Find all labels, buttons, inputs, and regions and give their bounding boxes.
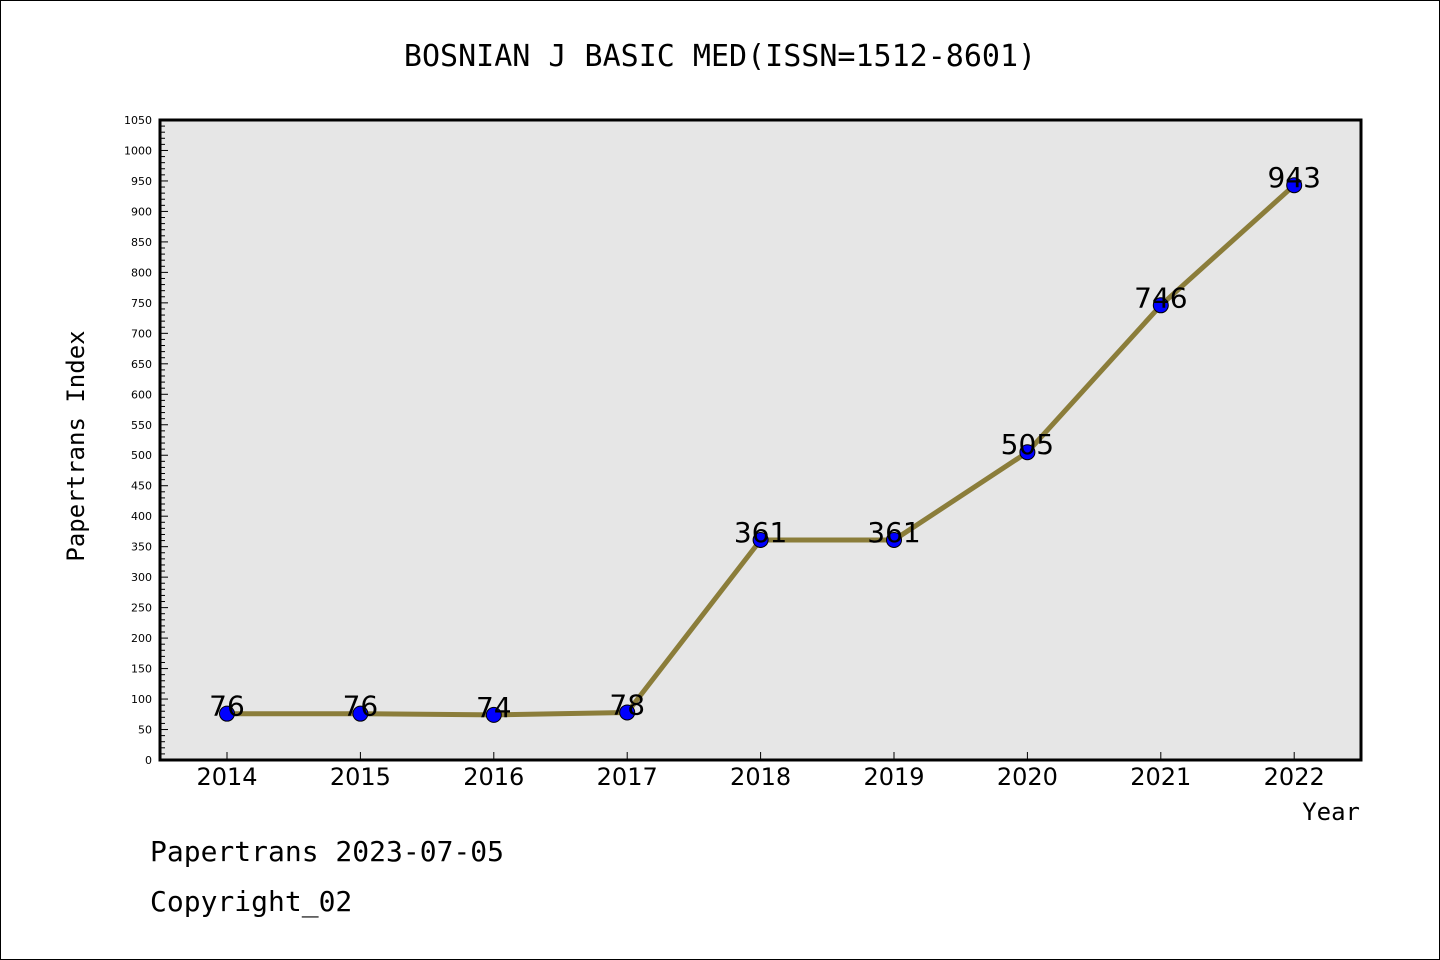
data-point-marker (1286, 177, 1303, 194)
y-tick-label: 0 (145, 754, 152, 767)
data-label: 74 (476, 691, 512, 724)
y-tick-label: 800 (131, 266, 152, 279)
x-tick-label: 2021 (1130, 763, 1191, 791)
data-point-marker (752, 531, 769, 548)
x-tick-label: 2020 (997, 763, 1058, 791)
y-tick-label: 350 (131, 541, 152, 554)
data-label: 505 (1001, 428, 1054, 461)
x-tick-label: 2019 (863, 763, 924, 791)
data-point-marker (1152, 297, 1169, 314)
y-tick-label: 700 (131, 327, 152, 340)
y-tick-label: 550 (131, 419, 152, 432)
y-tick-label: 150 (131, 663, 152, 676)
chart-title: BOSNIAN J BASIC MED(ISSN=1512-8601) (404, 39, 1036, 74)
plot-area (160, 120, 1361, 760)
y-tick-label: 850 (131, 236, 152, 249)
x-tick-label: 2014 (196, 763, 257, 791)
y-tick-label: 750 (131, 297, 152, 310)
y-tick-label: 200 (131, 632, 152, 645)
y-tick-label: 100 (131, 693, 152, 706)
y-tick-label: 300 (131, 571, 152, 584)
data-label: 361 (734, 516, 787, 549)
data-point-marker (485, 706, 502, 723)
x-tick-label: 2015 (330, 763, 391, 791)
data-label: 76 (209, 690, 245, 723)
x-tick-label: 2017 (597, 763, 658, 791)
y-tick-label: 900 (131, 205, 152, 218)
y-tick-label: 1000 (124, 144, 152, 157)
x-tick-label: 2022 (1264, 763, 1325, 791)
footer-copyright-text: Copyright_02 (150, 885, 353, 918)
y-tick-label: 600 (131, 388, 152, 401)
data-labels-layer: 76 76 74 78 361 361 505 746 943 (209, 161, 1321, 724)
data-label: 78 (609, 688, 645, 721)
data-point-marker (219, 705, 235, 722)
data-point-marker (619, 704, 636, 721)
y-tick-label: 1050 (124, 114, 152, 127)
data-point-marker (352, 705, 369, 722)
data-label: 943 (1267, 161, 1320, 194)
y-axis-title: Papertrans Index (62, 330, 90, 561)
plot-border (158, 118, 1363, 762)
y-axis: 0 50 100 150 200 250 300 350 400 450 500 550 600 650 7… (124, 114, 168, 767)
data-point-marker (1019, 444, 1036, 461)
y-tick-label: 500 (131, 449, 152, 462)
y-tick-label: 250 (131, 602, 152, 615)
series-layer (219, 177, 1303, 723)
x-tick-label: 2018 (730, 763, 791, 791)
x-axis-title: Year (1302, 798, 1360, 826)
data-point-marker (886, 531, 902, 548)
y-tick-label: 450 (131, 480, 152, 493)
data-label: 76 (343, 690, 379, 723)
data-label: 361 (867, 516, 920, 549)
y-tick-label: 400 (131, 510, 152, 523)
y-tick-label: 650 (131, 358, 152, 371)
y-tick-label: 950 (131, 175, 152, 188)
data-label: 746 (1134, 281, 1187, 314)
x-tick-label: 2016 (463, 763, 524, 791)
footer-date-text: Papertrans 2023-07-05 (150, 835, 505, 868)
y-tick-label: 50 (138, 724, 152, 737)
